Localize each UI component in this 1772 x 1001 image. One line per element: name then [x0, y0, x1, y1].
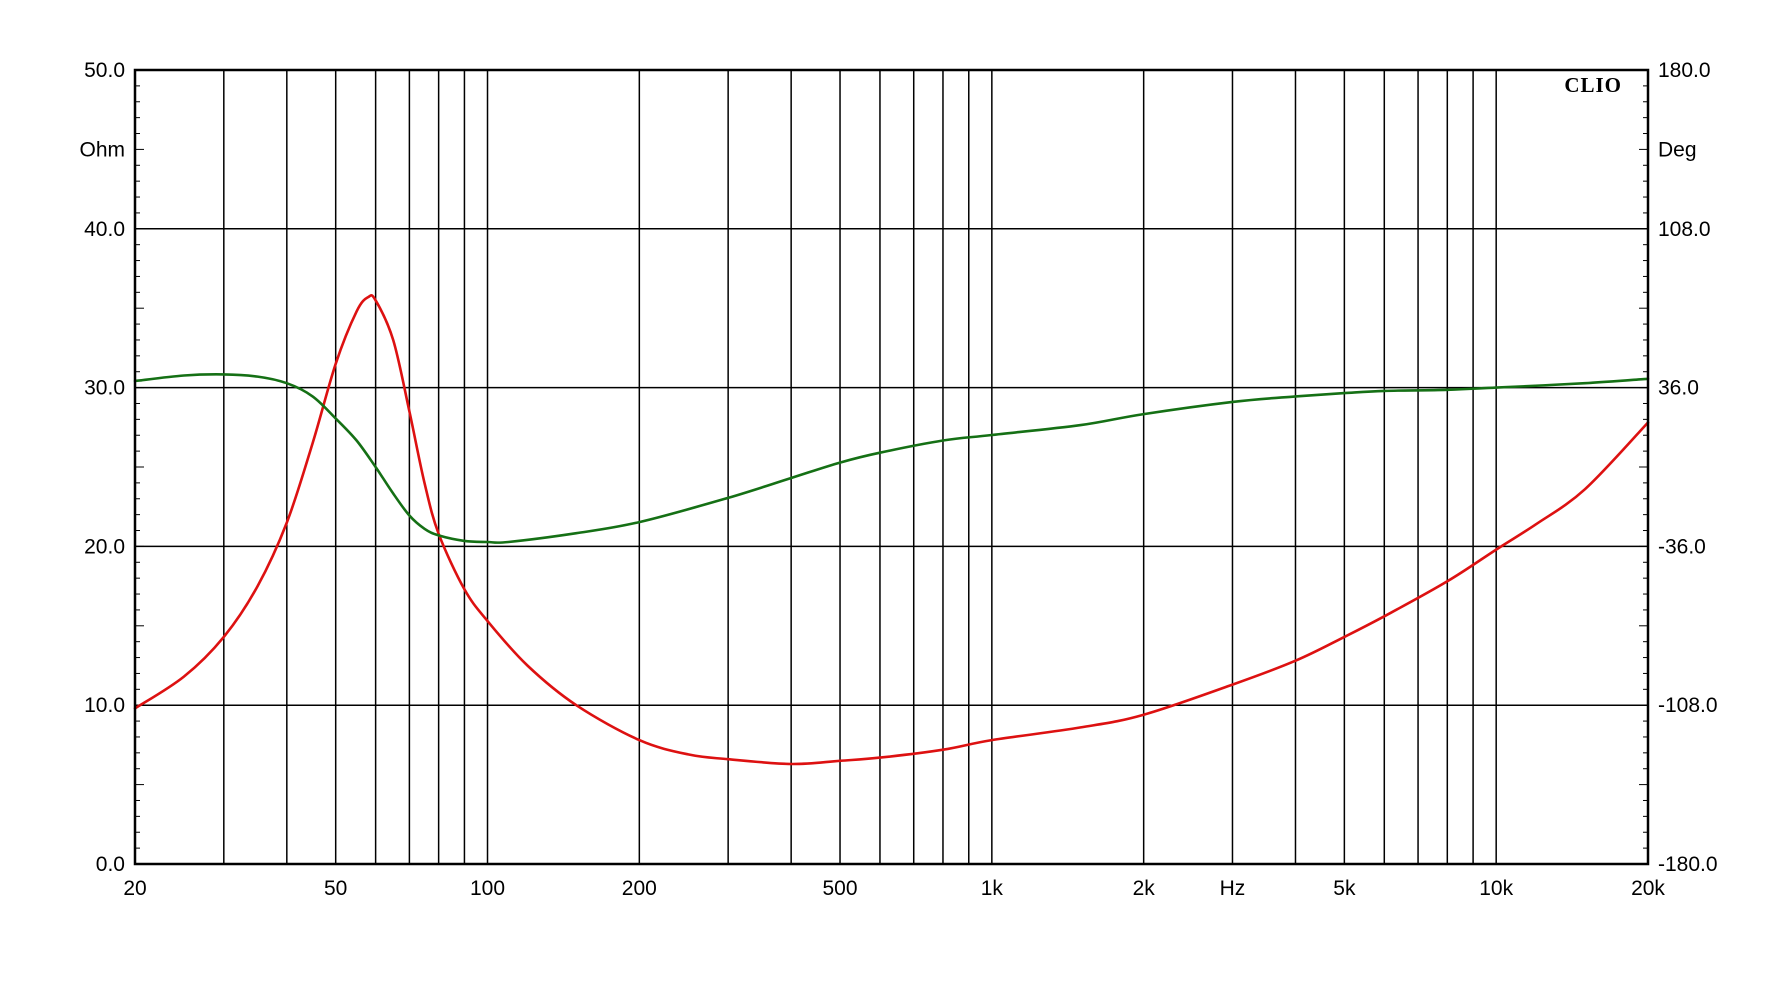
right-tick-label: -180.0 [1658, 853, 1718, 876]
left-axis-unit-label: Ohm [79, 138, 125, 161]
plot-frame [133, 68, 1650, 866]
x-tick-label: 50 [324, 877, 347, 900]
x-tick-label: 20 [123, 877, 146, 900]
x-tick-label: 200 [622, 877, 657, 900]
left-tick-label: 20.0 [84, 535, 125, 558]
left-tick-label: 50.0 [84, 59, 125, 82]
horizontal-gridlines [135, 228, 1648, 706]
x-tick-label: 10k [1479, 877, 1513, 900]
x-axis-tick-labels: 20 50 100 200 500 1k 2k 5k 10k 20k [123, 877, 1665, 900]
clio-brand-label: CLIO [1564, 73, 1622, 97]
x-tick-label: 5k [1333, 877, 1356, 900]
x-axis-unit-label: Hz [1220, 877, 1246, 900]
x-tick-label: 100 [470, 877, 505, 900]
right-tick-label: 108.0 [1658, 218, 1711, 241]
right-tick-label: -36.0 [1658, 535, 1706, 558]
x-tick-label: 1k [981, 877, 1004, 900]
left-tick-label: 40.0 [84, 218, 125, 241]
right-axis-tick-labels: -180.0 -108.0 -36.0 36.0 108.0 180.0 [1658, 59, 1718, 876]
x-tick-label: 20k [1631, 877, 1665, 900]
vertical-gridlines [223, 70, 1649, 864]
phase-curve [133, 373, 1650, 545]
impedance-curve [133, 293, 1650, 766]
x-tick-label: 500 [823, 877, 858, 900]
left-tick-label: 10.0 [84, 694, 125, 717]
series-layer [133, 293, 1650, 766]
right-tick-label: -108.0 [1658, 694, 1718, 717]
left-axis-tick-labels: 0.0 10.0 20.0 30.0 40.0 50.0 [84, 59, 125, 876]
left-tick-label: 0.0 [96, 853, 125, 876]
right-axis-unit-label: Deg [1658, 138, 1697, 161]
x-tick-label: 2k [1133, 877, 1156, 900]
right-tick-label: 36.0 [1658, 377, 1699, 400]
right-tick-label: 180.0 [1658, 59, 1711, 82]
left-tick-label: 30.0 [84, 377, 125, 400]
